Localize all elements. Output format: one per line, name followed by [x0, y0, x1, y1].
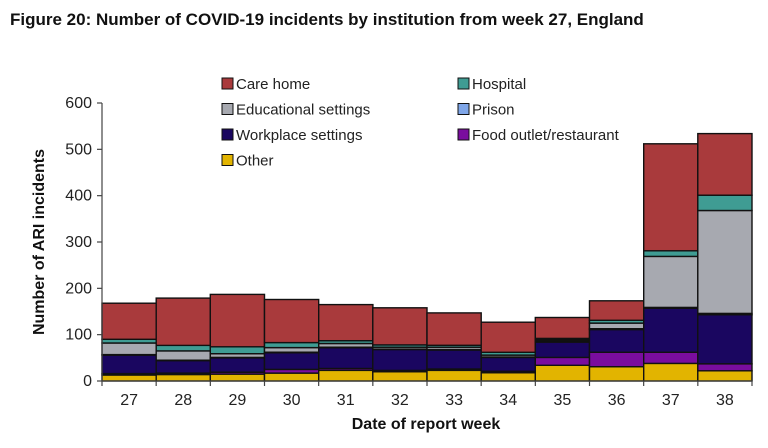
- y-tick-label: 200: [65, 280, 92, 297]
- bar-segment-workplace-settings-wk38: [697, 314, 753, 365]
- y-tick-label: 500: [65, 141, 92, 158]
- bar-segment-workplace-settings-wk31: [318, 346, 374, 370]
- bar-segment-hospital-wk37: [643, 250, 699, 258]
- bar-segment-other-wk31: [318, 369, 374, 382]
- y-tick-label: 600: [65, 95, 92, 112]
- legend: Care home Hospital Educational settings Pri…: [221, 76, 620, 170]
- x-tick-label: 38: [716, 392, 734, 409]
- bar-segment-workplace-settings-wk35: [534, 341, 591, 359]
- bar-segment-other-wk27: [101, 374, 157, 382]
- bar-segment-workplace-settings-wk36: [588, 328, 645, 354]
- x-tick-label: 36: [608, 392, 626, 409]
- bar-segment-other-wk37: [643, 362, 699, 382]
- legend-swatch-care-home: [221, 77, 234, 90]
- x-tick-label: 27: [120, 392, 138, 409]
- x-tick-label: 33: [445, 392, 463, 409]
- bar-segment-care-home-wk38: [697, 132, 753, 196]
- legend-swatch-hospital: [457, 77, 470, 90]
- bar-segment-care-home-wk30: [263, 298, 320, 344]
- bar-segment-educational-settings-wk37: [643, 255, 699, 309]
- bar-segment-other-wk35: [534, 364, 591, 382]
- bar-segment-workplace-settings-wk37: [643, 307, 699, 353]
- legend-swatch-educational-settings: [221, 103, 234, 115]
- legend-label-care-home: Care home: [236, 76, 310, 93]
- bar-segment-other-wk34: [480, 372, 537, 382]
- bar-segment-care-home-wk32: [372, 307, 428, 346]
- legend-swatch-other: [221, 154, 234, 166]
- bar-segment-food-outlet-restaurant-wk35: [534, 356, 591, 366]
- y-tick-label: 400: [65, 188, 92, 205]
- bar-segment-food-outlet-restaurant-wk38: [697, 363, 753, 372]
- bar-segment-workplace-settings-wk28: [155, 359, 212, 374]
- bar-segment-other-wk33: [426, 369, 482, 382]
- x-tick-label: 34: [499, 392, 517, 409]
- y-axis-title: Number of ARI incidents: [31, 149, 48, 335]
- bar-segment-other-wk38: [697, 370, 753, 382]
- bar-segment-hospital-wk38: [697, 194, 753, 212]
- bar-segment-care-home-wk33: [426, 312, 482, 346]
- legend-swatch-food-outlet-restaurant: [457, 128, 470, 141]
- bar-segment-other-wk30: [263, 372, 320, 382]
- bar-segment-workplace-settings-wk30: [263, 352, 320, 371]
- x-axis-title: Date of report week: [352, 416, 501, 433]
- bar-segment-educational-settings-wk36: [588, 322, 645, 330]
- bar-segment-educational-settings-wk38: [697, 209, 753, 315]
- x-tick-label: 35: [554, 392, 572, 409]
- bar-segment-care-home-wk27: [101, 302, 157, 341]
- bar-segment-care-home-wk36: [588, 300, 645, 321]
- bar-segment-other-wk28: [155, 373, 212, 382]
- bar-segment-care-home-wk37: [643, 143, 699, 252]
- bar-segment-care-home-wk28: [155, 297, 212, 347]
- bar-segment-workplace-settings-wk32: [372, 348, 428, 372]
- legend-label-workplace-settings: Workplace settings: [236, 127, 362, 144]
- bar-segment-care-home-wk31: [318, 303, 374, 342]
- bar-segment-food-outlet-restaurant-wk36: [588, 351, 645, 368]
- bar-segment-care-home-wk29: [209, 293, 266, 348]
- bar-segment-other-wk36: [588, 365, 645, 382]
- bar-segment-workplace-settings-wk29: [209, 357, 266, 373]
- bar-segment-workplace-settings-wk33: [426, 349, 482, 370]
- legend-label-hospital: Hospital: [472, 76, 526, 93]
- bar-segment-workplace-settings-wk34: [480, 356, 537, 372]
- x-tick-label: 28: [174, 392, 192, 409]
- bar-segment-workplace-settings-wk27: [101, 354, 157, 375]
- x-tick-label: 31: [337, 392, 355, 409]
- bar-segment-hospital-wk29: [209, 346, 266, 355]
- bar-segment-educational-settings-wk28: [155, 350, 212, 361]
- bars-group: [101, 132, 753, 382]
- bar-segment-other-wk29: [209, 373, 266, 382]
- x-tick-label: 37: [662, 392, 680, 409]
- x-tick-label: 30: [283, 392, 301, 409]
- y-tick-label: 100: [65, 327, 92, 344]
- bar-segment-care-home-wk35: [534, 316, 591, 340]
- legend-swatch-workplace-settings: [221, 128, 234, 141]
- legend-swatch-prison: [457, 103, 470, 115]
- y-tick-label: 0: [83, 373, 92, 390]
- x-tick-label: 32: [391, 392, 409, 409]
- bar-segment-food-outlet-restaurant-wk37: [643, 351, 699, 365]
- bar-segment-hospital-wk28: [155, 344, 212, 352]
- legend-label-other: Other: [236, 153, 274, 170]
- bar-segment-other-wk32: [372, 371, 428, 382]
- bar-segment-educational-settings-wk27: [101, 342, 157, 356]
- legend-label-prison: Prison: [472, 102, 515, 119]
- legend-label-food-outlet-restaurant: Food outlet/restaurant: [472, 127, 620, 144]
- figure-title: Figure 20: Number of COVID-19 incidents …: [10, 10, 644, 29]
- y-tick-label: 300: [65, 234, 92, 251]
- legend-label-educational-settings: Educational settings: [236, 102, 370, 119]
- bar-segment-care-home-wk34: [480, 321, 537, 354]
- x-tick-label: 29: [229, 392, 247, 409]
- axes-group: 0 100 200 300 400 500 600 27 28 29 30 31 32 33 34 35 36 3…: [65, 95, 753, 409]
